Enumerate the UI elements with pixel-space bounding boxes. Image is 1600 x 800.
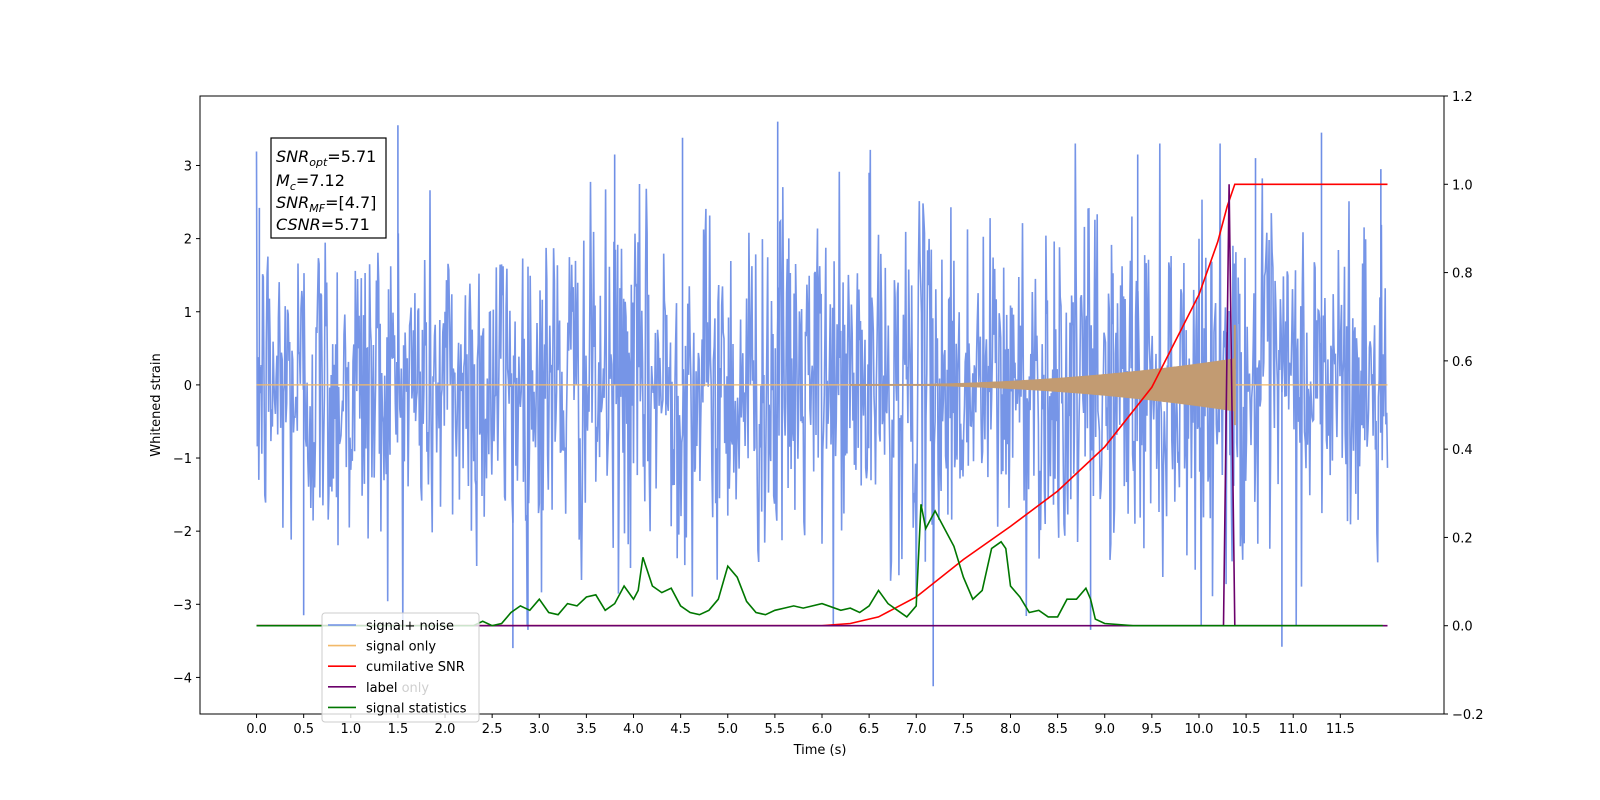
x-tick-label: 7.5	[953, 722, 974, 737]
x-axis-label: Time (s)	[793, 743, 847, 758]
x-tick-label: 0.0	[246, 722, 267, 737]
x-tick-label: 4.0	[623, 722, 644, 737]
legend-label: signal+ noise	[366, 619, 454, 634]
y-right-tick-label: 0.4	[1452, 443, 1473, 458]
legend-ghost-text: label only	[366, 681, 429, 696]
y-left-tick-label: −3	[173, 598, 192, 613]
x-tick-label: 10.5	[1232, 722, 1261, 737]
y-axis-label: Whitened strain	[149, 353, 164, 456]
x-tick-label: 10.0	[1184, 722, 1213, 737]
y-axis-left: 3 2 1 0 −1 −2 −3 −4	[173, 159, 200, 686]
y-left-tick-label: 0	[184, 379, 192, 394]
annotation-mc: Mc=7.12	[276, 171, 345, 193]
y-right-tick-label: 0.6	[1452, 355, 1473, 370]
x-tick-label: 3.0	[529, 722, 550, 737]
annotation-snr-opt: SNRopt=5.71	[276, 147, 376, 169]
x-tick-label: 11.0	[1279, 722, 1308, 737]
legend-label: label	[366, 681, 397, 696]
x-tick-label: 9.0	[1094, 722, 1115, 737]
annotation-box: SNRopt=5.71 Mc=7.12 SNRMF=[4.7] CSNR=5.7…	[270, 137, 387, 239]
legend: label only signal+ noise signal only cumil…	[321, 612, 480, 723]
y-right-tick-label: 1.0	[1452, 178, 1473, 193]
y-right-tick-label: 0.0	[1452, 620, 1473, 635]
x-tick-label: 8.0	[1000, 722, 1021, 737]
y-right-tick-label: 1.2	[1452, 90, 1473, 105]
y-left-tick-label: 2	[184, 233, 192, 248]
annotation-csnr: CSNR=5.71	[276, 215, 370, 234]
cumilative-snr-line	[256, 183, 1388, 627]
annotation-snr-mf: SNRMF=[4.7]	[276, 193, 376, 215]
y-axis-right: 1.2 1.0 0.8 0.6 0.4 0.2 0.0 −0.2	[1444, 90, 1484, 723]
y-left-tick-label: 1	[184, 306, 192, 321]
x-tick-label: 8.5	[1047, 722, 1068, 737]
y-right-tick-label: 0.8	[1452, 267, 1473, 282]
x-tick-label: 5.0	[717, 722, 738, 737]
legend-label: signal only	[366, 640, 436, 655]
signal-statistics-line	[256, 504, 1383, 627]
x-tick-label: 4.5	[670, 722, 691, 737]
signal-only-series	[256, 324, 1388, 426]
x-tick-label: 6.5	[859, 722, 880, 737]
y-left-tick-label: −1	[173, 452, 192, 467]
legend-label: signal statistics	[366, 701, 467, 716]
x-tick-label: 6.0	[812, 722, 833, 737]
signal-noise-series	[255, 121, 1389, 687]
x-tick-label: 1.5	[388, 722, 409, 737]
legend-label: cumilative SNR	[366, 660, 465, 675]
x-tick-label: 2.5	[482, 722, 503, 737]
x-tick-label: 1.0	[340, 722, 361, 737]
y-left-tick-label: −4	[173, 671, 192, 686]
x-tick-label: 9.5	[1142, 722, 1163, 737]
x-tick-label: 11.5	[1326, 722, 1355, 737]
x-tick-label: 7.0	[906, 722, 927, 737]
x-tick-label: 0.5	[293, 722, 314, 737]
y-left-tick-label: −2	[173, 525, 192, 540]
x-tick-label: 2.0	[435, 722, 456, 737]
x-tick-label: 5.5	[765, 722, 786, 737]
x-axis: 0.0 0.5 1.0 1.5 2.0 2.5 3.0 3.5 4.0 4.5 5.0 5.5 6.0 6…	[246, 714, 1355, 737]
x-tick-label: 3.5	[576, 722, 597, 737]
signal-noise-line	[255, 143, 1389, 627]
y-left-tick-label: 3	[184, 159, 192, 174]
line-series-group	[256, 183, 1388, 627]
y-right-tick-label: 0.2	[1452, 531, 1473, 546]
y-right-tick-label: −0.2	[1452, 708, 1484, 723]
